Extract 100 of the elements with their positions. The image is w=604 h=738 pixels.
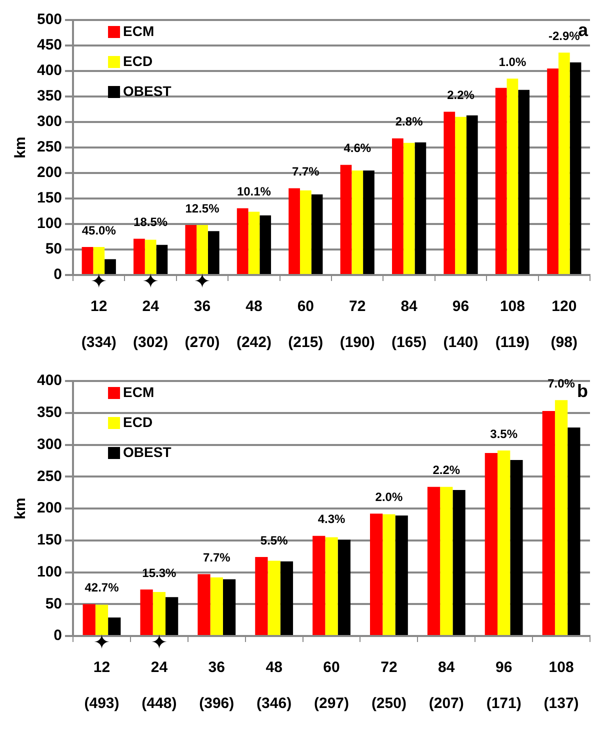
bar [338,540,350,635]
bar [82,246,94,274]
bar [466,115,478,274]
category-label: 84 (207) [428,659,464,712]
bar [414,142,426,274]
annotation: ✦ [150,630,168,654]
bar [95,604,108,635]
annotation: 4.6% [344,141,372,156]
y-tick-label: 300 [36,436,62,453]
annotation: 15.3% [142,566,177,580]
bar [392,138,404,274]
legend-label: ECD [123,52,153,69]
bar [370,514,383,635]
bar [495,88,507,274]
bar [222,579,236,635]
bar [558,52,570,274]
y-tick-label: 500 [36,11,62,28]
y-tick-label: 350 [36,88,62,105]
category-label: 24 (448) [142,659,177,712]
bar [93,246,105,274]
y-tick-label: 50 [45,240,62,258]
bar [352,170,364,274]
bar [510,460,523,635]
annotation: 12.5% [185,201,220,216]
y-tick-label: 250 [36,138,62,156]
legend-label: OBEST [123,82,172,99]
category-label: 60 (215) [288,298,324,352]
annotation: ✦ [93,630,110,654]
y-tick-label: 450 [36,36,62,54]
category-label: 84 (165) [392,298,427,352]
y-tick-label: 400 [36,62,62,80]
bar [208,231,220,274]
bar [452,490,466,635]
category-label: 48 (346) [256,659,292,712]
annotation: ✦ [142,269,159,294]
bar [395,516,408,635]
y-tick-label: 250 [36,468,62,485]
bar [144,240,156,274]
bar [236,208,248,274]
bar [196,225,208,274]
chart-title: b [577,380,588,401]
y-tick-label: 200 [36,164,62,182]
category-label: 72 (250) [371,659,406,712]
annotation: 7.7% [202,550,231,564]
category-label: 96 (140) [443,298,478,352]
y-tick-label: 150 [36,190,62,207]
bar [152,592,166,635]
annotation: 2.2% [432,463,460,478]
bar [280,561,294,635]
y-tick-label: 100 [36,215,62,232]
category-label: 60 (297) [314,659,350,712]
annotation: 3.5% [490,426,518,441]
category-label: 108 (137) [544,659,579,712]
annotation: 42.7% [84,580,120,594]
bar [440,486,453,635]
y-tick-label: 300 [36,113,62,130]
category-label: 72 (190) [340,298,375,352]
bar [363,170,374,274]
bar [542,410,555,635]
category-label: 108 (119) [495,298,530,352]
bar [255,556,268,635]
category-label: 24 (302) [133,298,168,352]
category-label: 12 (334) [81,298,116,352]
bar [455,116,466,274]
category-label: 96 (171) [486,659,522,712]
bar [444,112,456,274]
bar [198,574,210,635]
bar [140,589,153,635]
bar [300,190,312,274]
bar [547,68,558,274]
bar [288,188,300,274]
y-tick-label: 0 [54,627,62,644]
bar [506,78,518,274]
bar [248,212,260,274]
bar [325,537,338,635]
category-label: 48 (242) [236,298,272,352]
annotation: 5.5% [260,533,288,548]
y-tick-label: 200 [36,500,62,517]
bar [427,486,440,635]
y-axis-title: km [12,498,30,520]
bar [570,62,582,274]
y-tick-label: 150 [36,532,62,549]
annotation: 2.0% [375,490,403,504]
category-label: 36 (270) [184,298,220,352]
category-label: 12 (493) [84,659,120,712]
legend-label: ECD [123,414,153,430]
bar [311,194,323,274]
annotation: 2.8% [395,114,424,129]
annotation: 1.0% [498,54,526,69]
bar [108,618,121,635]
bar [185,225,197,274]
legend-label: ECM [123,384,154,400]
y-tick-label: 0 [54,266,62,284]
bar [484,453,498,635]
y-tick-label: 100 [36,563,62,580]
bar [403,142,415,274]
y-tick-label: 350 [36,404,62,422]
bar [382,514,396,635]
y-tick-label: 50 [45,595,62,612]
y-tick-label: 400 [36,372,62,390]
